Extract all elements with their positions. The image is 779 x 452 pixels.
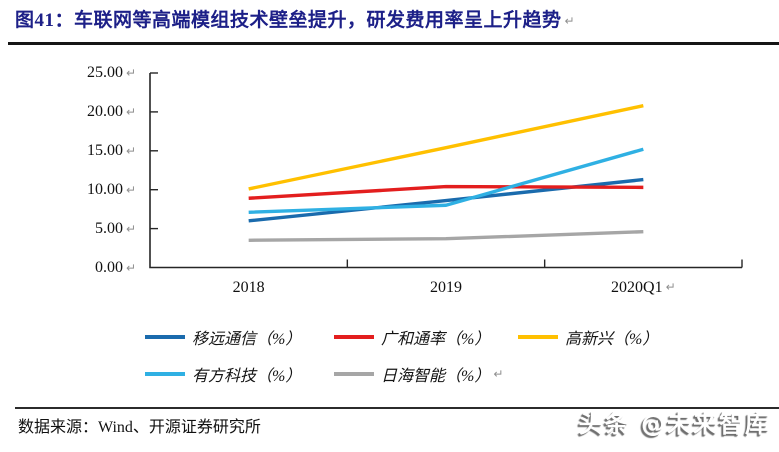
footer-divider [15,407,779,409]
legend-item: 高新兴（%） [518,325,765,349]
x-axis-label: 2018 [179,279,319,297]
toutiao-watermark: 头条 @未来智库 [578,410,771,438]
title-divider [8,42,779,45]
paragraph-mark: ↵ [125,66,136,80]
legend-item: 广和通率（%） [334,325,518,349]
series-line [248,230,644,242]
paragraph-mark: ↵ [125,260,136,275]
legend-item: 有方科技（%） [145,362,334,386]
y-axis-label-text: 15.00 [86,141,123,159]
legend-line-swatch [334,335,374,339]
figure-title-text: 图41：车联网等高端模组技术壁垒提升，研发费用率呈上升趋势 [15,10,562,31]
paragraph-mark: ↵ [493,367,504,381]
paragraph-mark: ↵ [125,182,136,197]
paragraph-mark: ↵ [125,143,136,158]
y-axis-label-text: 20.00 [86,102,123,120]
x-axis-label: 2020Q1 ↵ [573,279,713,297]
y-axis-label: 5.00 ↵ [28,219,136,239]
y-axis-label: 25.00 ↵ [28,63,136,83]
y-axis-label: 20.00 ↵ [28,102,136,122]
legend-item: 移远通信（%） [145,325,334,349]
series-line [248,104,644,191]
chart-legend: 移远通信（%） 广和通率（%） 高新兴（%） 有方科技（%） 日海智能（%） ↵ [145,325,765,386]
y-axis-label-text: 25.00 [86,64,123,81]
y-axis-label-text: 0.00 [94,258,123,276]
x-axis-label: 2019 [376,279,516,297]
y-axis-label: 15.00 ↵ [28,141,136,161]
y-axis-label-text: 10.00 [86,180,123,198]
paragraph-mark: ↵ [665,280,676,294]
chart-canvas [149,72,743,269]
series-line [248,184,644,200]
line-chart: 0.00 ↵ 5.00 ↵ 10.00 ↵ 15.00 ↵ 20.00 ↵ 25.00 ↵ 2018 2… [0,55,779,400]
legend-label: 移远通信（%） [192,331,302,348]
x-axis-label-text: 2020Q1 [611,279,663,296]
legend-item: 日海智能（%） ↵ [334,362,518,386]
legend-label: 广和通率（%） [381,331,491,348]
series-line [248,147,644,214]
x-axis-label-text: 2018 [232,279,265,296]
legend-line-swatch [518,335,558,339]
figure-title: 图41：车联网等高端模组技术壁垒提升，研发费用率呈上升趋势 ↵ [15,5,575,32]
paragraph-mark: ↵ [564,14,576,28]
legend-label: 日海智能（%） [381,368,491,385]
legend-line-swatch [334,372,374,376]
y-axis-label: 0.00 ↵ [28,258,136,278]
legend-line-swatch [145,335,185,339]
y-axis-label-text: 5.00 [94,219,123,237]
legend-label: 有方科技（%） [192,368,302,385]
legend-label: 高新兴（%） [565,331,659,348]
paragraph-mark: ↵ [125,104,136,119]
y-axis-label: 10.00 ↵ [28,180,136,200]
legend-line-swatch [145,372,185,376]
paragraph-mark: ↵ [125,221,136,236]
x-axis-label-text: 2019 [430,279,462,296]
data-source: 数据来源：Wind、开源证券研究所 [18,419,261,436]
x-axis-labels: 2018 2019 2020Q1 ↵ [0,279,779,301]
